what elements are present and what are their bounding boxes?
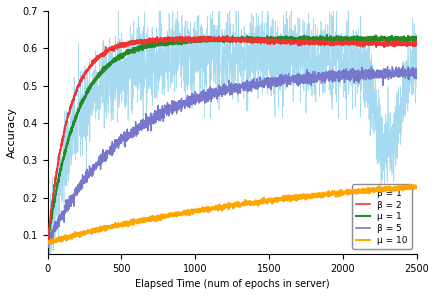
Y-axis label: Accuracy: Accuracy (7, 107, 17, 158)
X-axis label: Elapsed Time (num of epochs in server): Elapsed Time (num of epochs in server) (135, 279, 330, 289)
Legend: β = 1, β = 2, μ = 1, β = 5, μ = 10: β = 1, β = 2, μ = 1, β = 5, μ = 10 (352, 184, 412, 249)
